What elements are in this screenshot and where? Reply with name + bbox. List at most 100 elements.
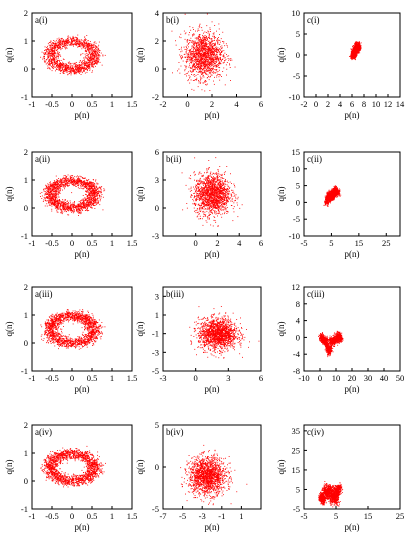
data-point: [87, 62, 89, 64]
data-point: [52, 66, 54, 68]
data-point: [47, 57, 49, 59]
data-point: [354, 55, 356, 57]
data-point: [96, 53, 98, 55]
data-point: [57, 53, 59, 55]
data-point: [221, 59, 222, 61]
data-point: [355, 45, 357, 47]
data-point: [208, 51, 210, 53]
data-point: [97, 53, 99, 55]
data-point: [45, 49, 47, 51]
data-point: [203, 56, 205, 58]
data-point: [185, 61, 187, 62]
data-point: [53, 52, 55, 54]
data-point: [68, 41, 70, 43]
data-point: [351, 57, 353, 59]
data-point: [197, 38, 199, 39]
data-point: [59, 47, 61, 49]
data-point: [207, 70, 208, 72]
data-point: [215, 47, 216, 49]
data-point: [212, 46, 213, 48]
data-point: [57, 65, 59, 66]
data-point: [214, 52, 215, 54]
data-point: [202, 54, 203, 56]
data-point: [89, 198, 91, 200]
data-point: [76, 41, 78, 43]
data-point: [223, 56, 224, 57]
data-point: [102, 55, 104, 57]
data-point: [64, 40, 66, 42]
data-point: [85, 62, 87, 64]
data-point: [80, 69, 81, 71]
data-point: [90, 47, 91, 49]
data-point: [202, 54, 204, 56]
data-point: [215, 61, 217, 63]
data-point: [83, 64, 85, 66]
data-point: [199, 34, 201, 35]
data-point: [93, 46, 95, 48]
data-point: [204, 37, 206, 39]
data-point: [199, 63, 201, 64]
data-point: [53, 52, 55, 54]
data-point: [59, 65, 60, 67]
data-point: [205, 60, 206, 62]
data-point: [43, 188, 45, 190]
data-point: [192, 57, 194, 59]
data-point: [193, 51, 195, 52]
data-point: [82, 43, 84, 45]
data-point: [93, 42, 95, 43]
data-point: [61, 40, 63, 42]
data-point: [82, 45, 84, 47]
data-point: [86, 68, 87, 69]
data-point: [352, 48, 354, 50]
data-point: [93, 66, 95, 68]
data-point: [198, 35, 200, 37]
data-point: [59, 54, 61, 56]
data-point: [195, 49, 197, 51]
data-point: [202, 49, 204, 51]
data-point: [355, 54, 357, 56]
data-point: [59, 70, 61, 72]
data-point: [86, 62, 88, 64]
data-point: [48, 59, 50, 61]
data-point: [207, 55, 209, 56]
data-point: [56, 68, 58, 70]
data-point: [72, 68, 74, 69]
data-point: [357, 49, 359, 51]
data-point: [85, 67, 87, 69]
data-point: [209, 42, 211, 44]
data-point: [212, 60, 214, 62]
data-point: [51, 43, 53, 45]
data-point: [210, 76, 211, 77]
data-point: [352, 53, 353, 55]
data-point: [89, 58, 91, 60]
data-point: [51, 50, 52, 51]
data-point: [200, 46, 202, 48]
data-point: [194, 61, 196, 63]
data-point: [86, 46, 88, 48]
data-point: [211, 53, 213, 54]
data-point: [88, 66, 90, 68]
data-point: [208, 52, 210, 54]
data-point: [88, 45, 90, 47]
data-point: [197, 30, 198, 32]
data-point: [84, 36, 86, 38]
data-point: [88, 64, 90, 66]
data-point: [55, 44, 56, 46]
data-point: [47, 192, 49, 194]
data-point: [79, 65, 81, 67]
data-point: [222, 31, 224, 33]
data-point: [211, 68, 212, 70]
data-point: [207, 55, 209, 57]
data-point: [186, 75, 187, 77]
data-point: [354, 46, 356, 48]
data-point: [93, 56, 95, 58]
data-point: [66, 64, 67, 66]
data-point: [199, 57, 201, 59]
data-point: [89, 59, 91, 61]
data-point: [211, 50, 213, 52]
series-points-a1: [40, 34, 106, 76]
data-point: [93, 51, 95, 53]
data-point: [352, 55, 353, 57]
data-point: [178, 68, 180, 70]
